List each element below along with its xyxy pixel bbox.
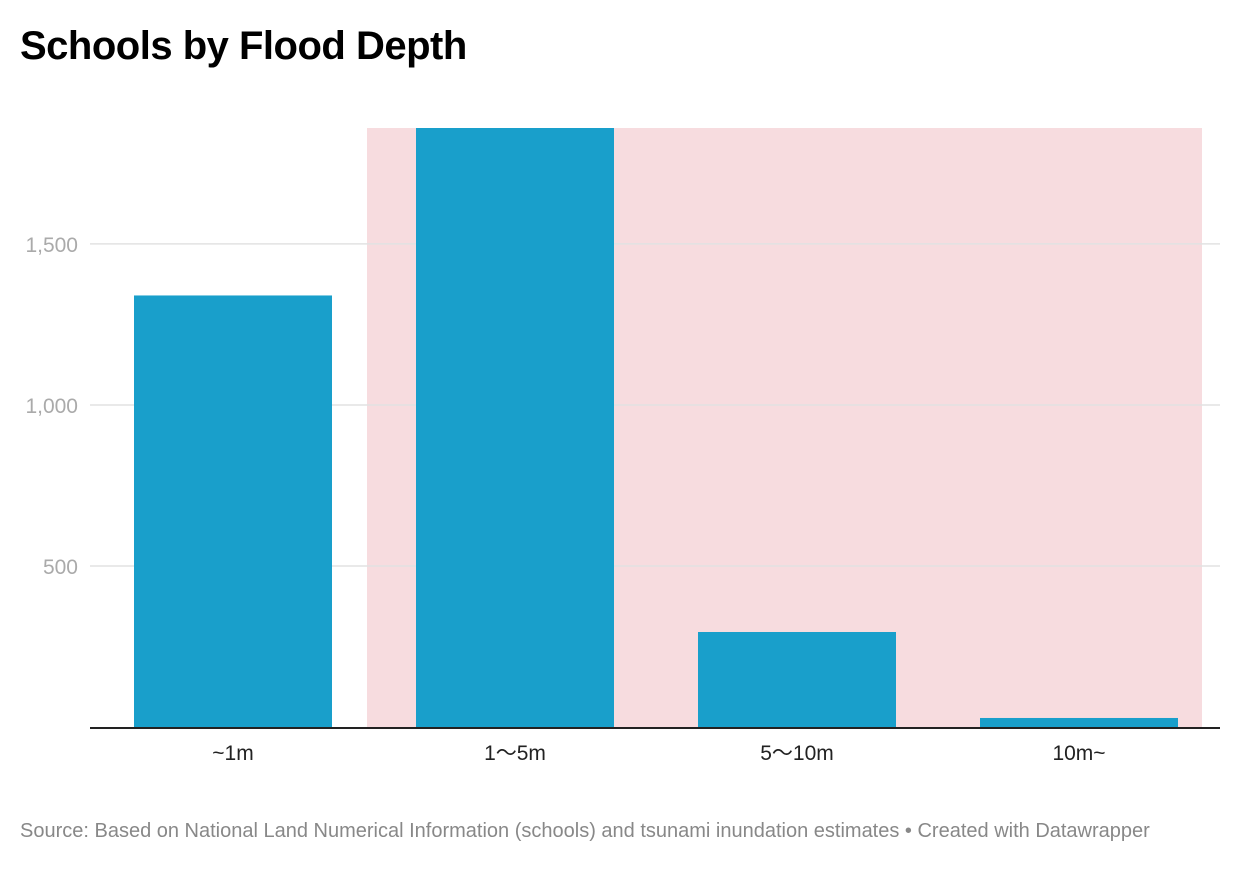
y-tick-label: 1,000 [25, 395, 78, 418]
y-tick-label: 500 [43, 556, 78, 579]
x-tick-label: ~1m [212, 742, 253, 765]
source-footer: Source: Based on National Land Numerical… [20, 820, 1150, 842]
x-tick-label: 5〜10m [760, 742, 834, 765]
x-tick-label: 10m~ [1052, 742, 1105, 765]
bars [134, 128, 1178, 727]
y-tick-label: 1,500 [25, 234, 78, 257]
chart-title: Schools by Flood Depth [20, 24, 467, 68]
bar [416, 128, 614, 727]
x-axis-tick-labels: ~1m 1〜5m 5〜10m 10m~ [212, 742, 1105, 765]
bar [980, 717, 1178, 727]
bar-chart: 500 1,000 1,500 ~1m 1〜5m 5〜10m 10m~ [25, 128, 1220, 765]
y-axis-tick-labels: 500 1,000 1,500 [25, 234, 78, 579]
x-tick-label: 1〜5m [484, 742, 546, 765]
bar [698, 631, 896, 727]
bar [134, 295, 332, 727]
